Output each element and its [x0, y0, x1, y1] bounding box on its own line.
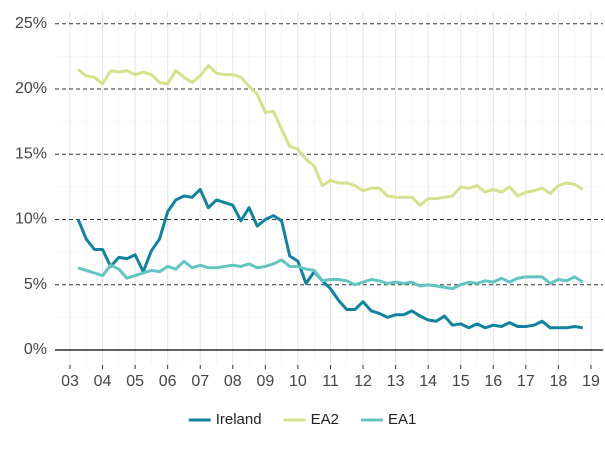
- y-tick-label: 10%: [15, 211, 47, 228]
- x-tick-label: 12: [354, 373, 372, 390]
- legend-label: EA1: [388, 411, 416, 428]
- y-tick-label: 20%: [15, 80, 47, 97]
- series-line: [76, 187, 584, 330]
- legend-label: EA2: [311, 411, 339, 428]
- y-tick-label: 5%: [24, 276, 47, 293]
- grid: 03 04 05 06 07 08 09 10 11 12 13 14 15 16 17 18 19 0% 5% 10…: [15, 12, 603, 390]
- legend-label: Ireland: [216, 411, 262, 428]
- x-tick-label: 14: [419, 373, 437, 390]
- y-tick-label: 15%: [15, 145, 47, 162]
- x-tick-label: 17: [517, 373, 535, 390]
- x-tick-label: 07: [191, 373, 209, 390]
- x-tick-label: 08: [224, 373, 242, 390]
- x-tick-label: 13: [387, 373, 405, 390]
- x-tick-label: 15: [452, 373, 470, 390]
- y-tick-label: 25%: [15, 15, 47, 32]
- plot: [76, 64, 584, 330]
- x-tick-label: 03: [61, 373, 79, 390]
- x-tick-label: 19: [582, 373, 600, 390]
- legend: Ireland EA2 EA1: [188, 411, 416, 428]
- x-tick-label: 04: [94, 373, 112, 390]
- x-tick-label: 09: [256, 373, 274, 390]
- x-tick-label: 06: [159, 373, 177, 390]
- x-tick-label: 18: [549, 373, 567, 390]
- y-tick-label: 0%: [24, 341, 47, 358]
- series-line: [77, 64, 584, 207]
- series-line: [77, 258, 584, 291]
- x-tick-label: 05: [126, 373, 144, 390]
- x-tick-label: 10: [289, 373, 307, 390]
- x-tick-label: 16: [484, 373, 502, 390]
- x-tick-label: 11: [322, 373, 339, 390]
